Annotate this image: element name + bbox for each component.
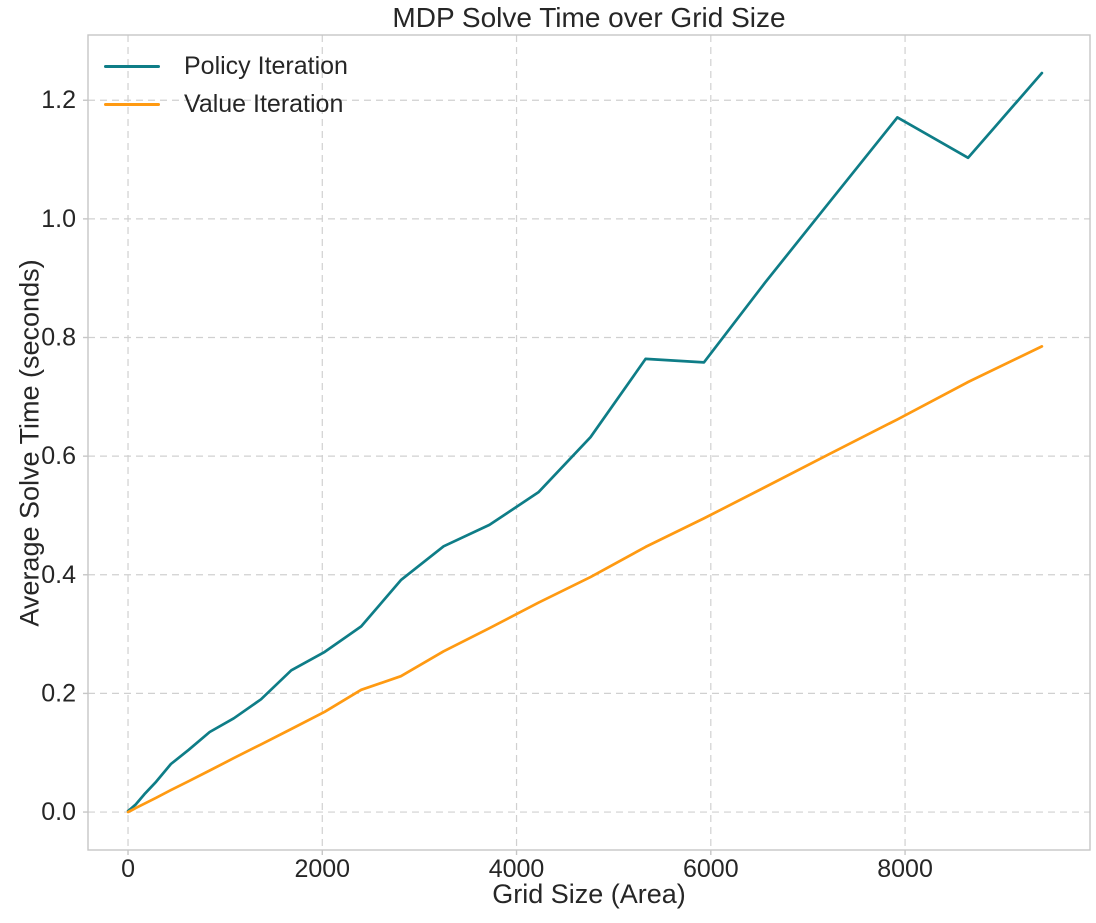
y-tick-label: 0.0 [41,798,76,826]
legend: Policy Iteration Value Iteration [104,52,348,119]
y-tick-label: 0.6 [41,442,76,470]
series-line-value-iteration [126,345,1044,814]
series-line-policy-iteration [126,71,1044,813]
legend-label-value-iteration: Value Iteration [184,90,344,118]
y-tick-label: 1.0 [41,205,76,233]
y-tick-label: 1.2 [41,86,76,114]
x-tick-label: 6000 [683,855,739,883]
x-tick-label: 4000 [489,855,545,883]
legend-item-policy-iteration: Policy Iteration [104,52,348,81]
legend-item-value-iteration: Value Iteration [104,90,348,119]
plot-border [87,34,1091,851]
legend-line-sample-value-iteration [104,103,160,106]
x-tick-label: 0 [121,855,135,883]
legend-label-policy-iteration: Policy Iteration [184,52,348,80]
y-tick-label: 0.2 [41,679,76,707]
y-axis-label: Average Solve Time (seconds) [14,259,45,627]
y-tick-label: 0.8 [41,324,76,352]
x-tick-label: 2000 [294,855,350,883]
y-tick-label: 0.4 [41,561,76,589]
x-tick-label: 8000 [877,855,933,883]
legend-line-sample-policy-iteration [104,65,160,68]
x-axis-label: Grid Size (Area) [492,879,686,909]
chart-title: MDP Solve Time over Grid Size [392,2,786,33]
